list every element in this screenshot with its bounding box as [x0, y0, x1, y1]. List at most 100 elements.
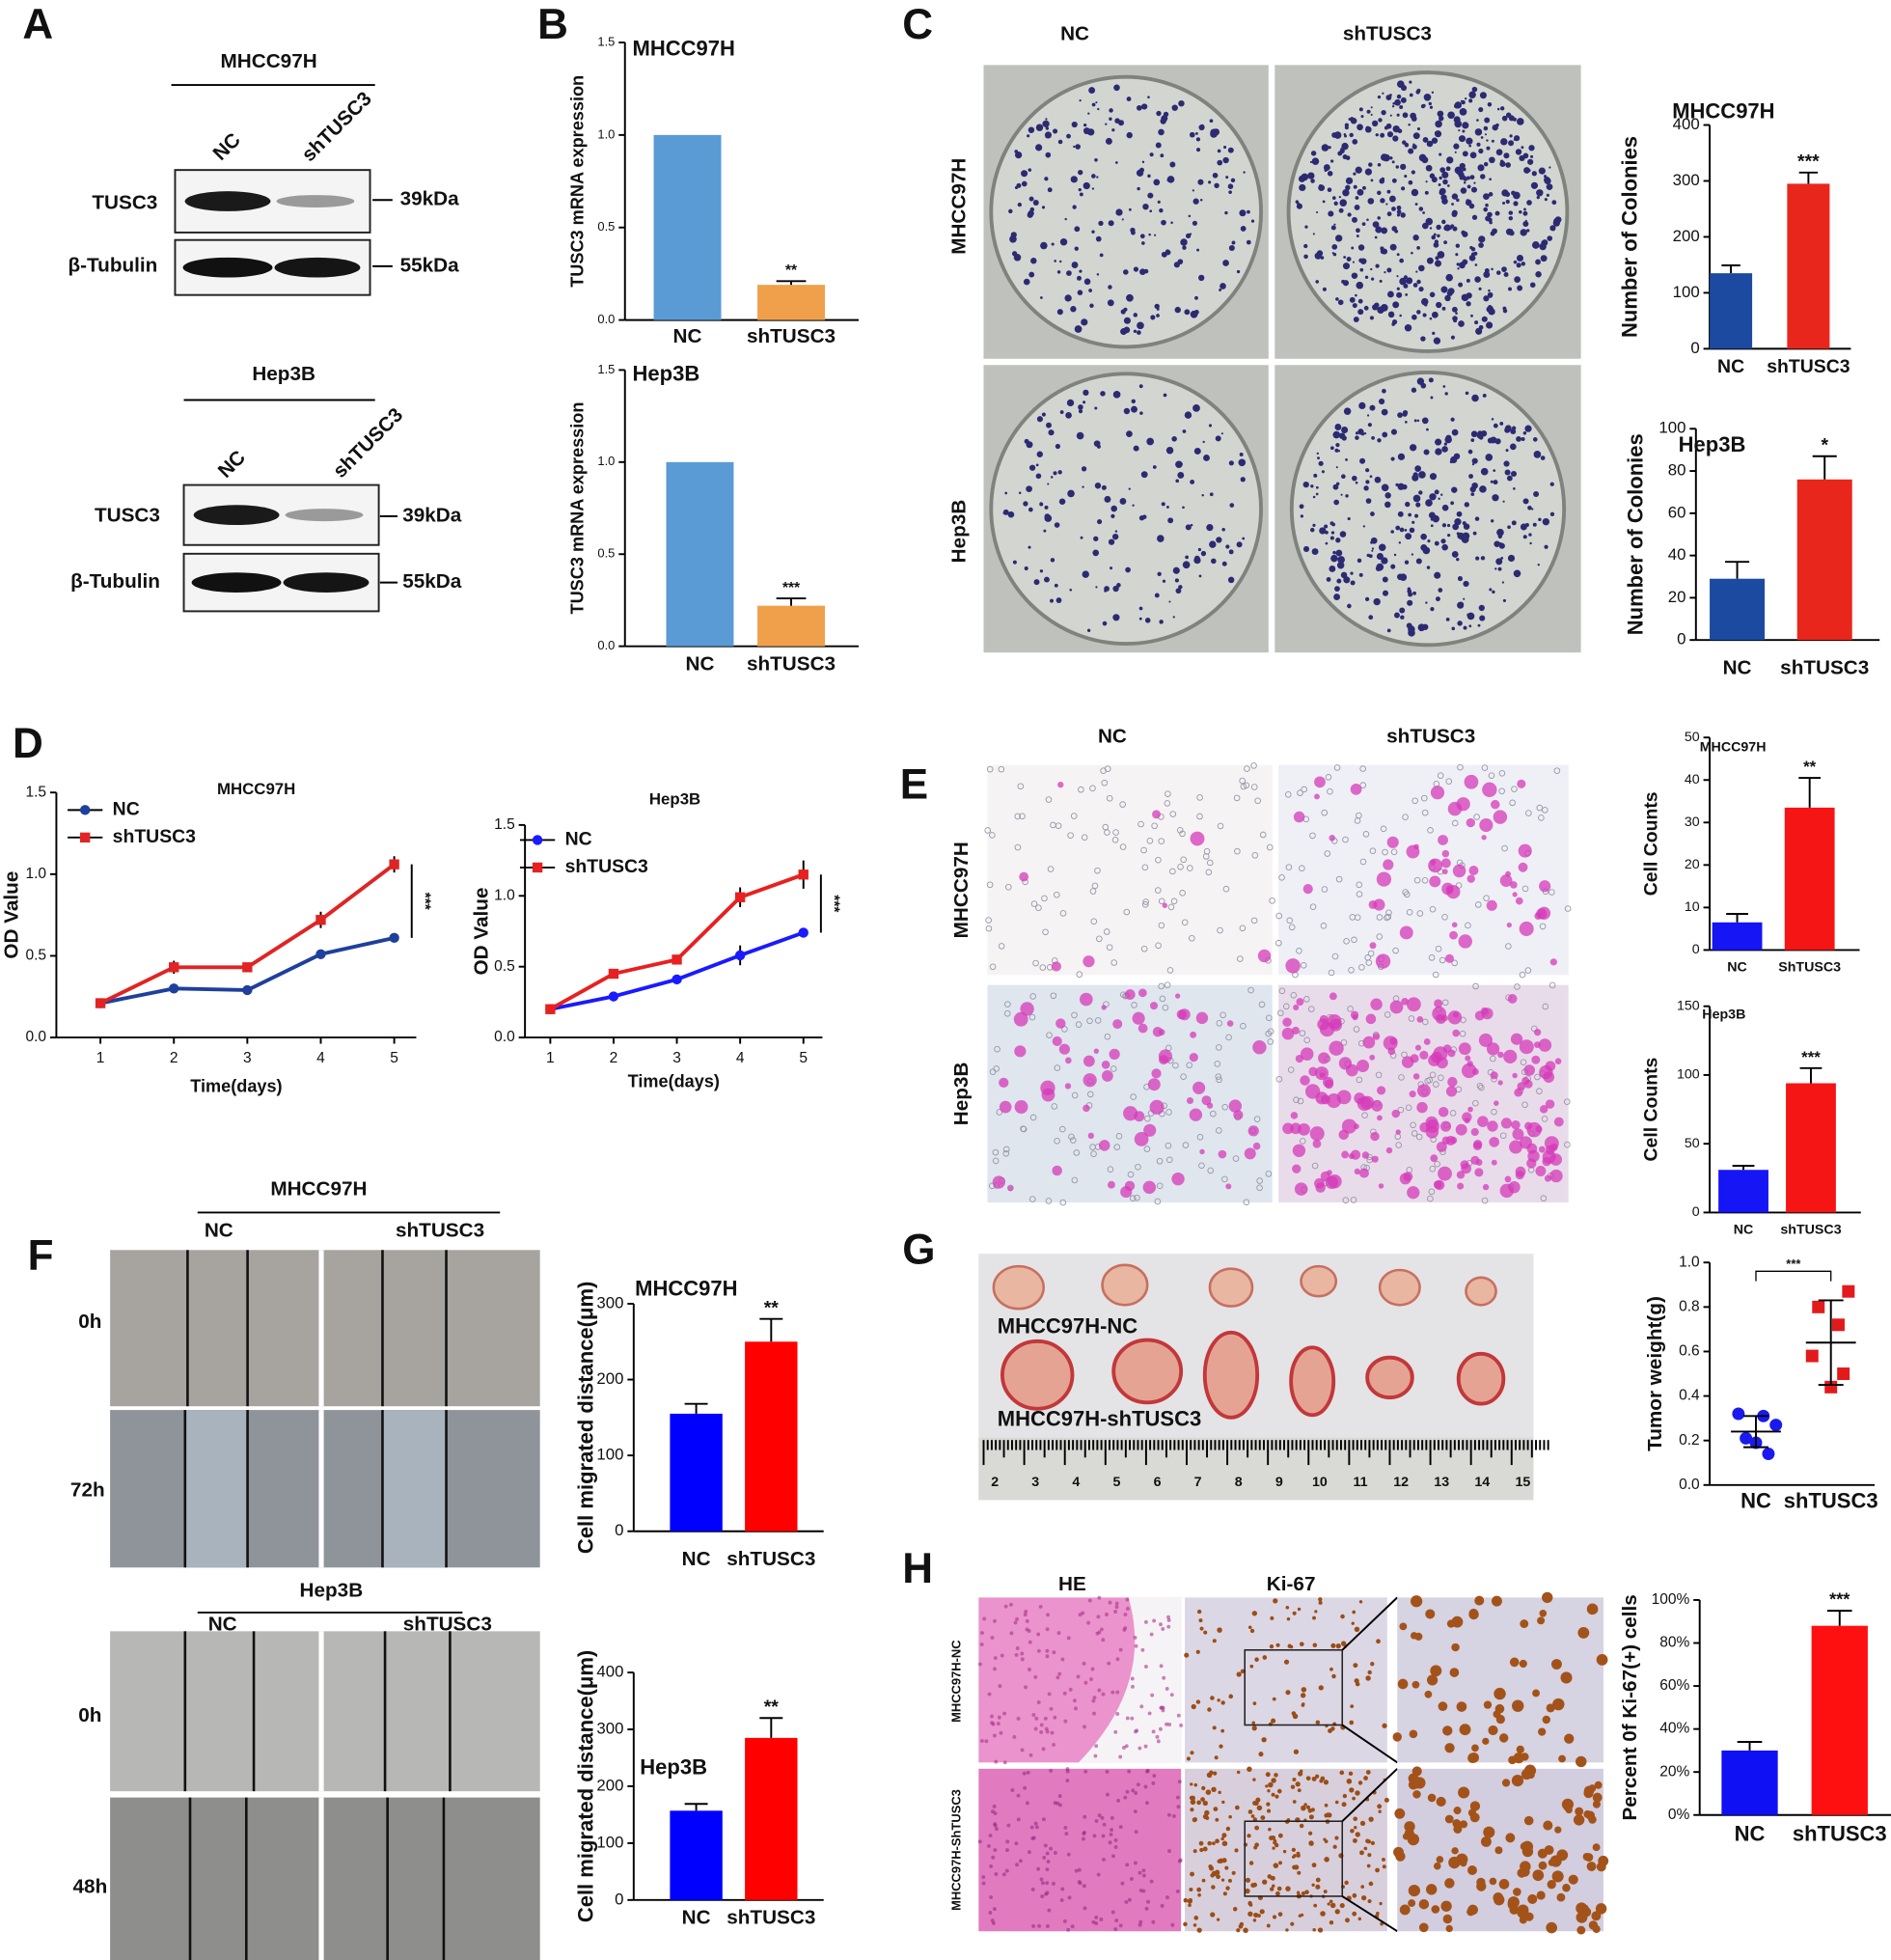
colony — [1489, 192, 1494, 197]
ki67-nucleus — [1518, 1904, 1529, 1916]
colony — [1478, 624, 1481, 627]
ki67-nucleus — [1474, 1596, 1484, 1606]
colony — [1365, 480, 1369, 483]
colony — [1210, 492, 1214, 496]
cell — [1453, 865, 1466, 878]
colony — [1443, 173, 1445, 175]
y-tick-label: 400 — [596, 1663, 623, 1681]
colony — [1505, 469, 1511, 475]
cell — [1293, 1145, 1305, 1157]
colony — [1501, 266, 1507, 272]
colony — [1078, 290, 1083, 295]
colony — [1084, 279, 1091, 286]
colony — [1435, 439, 1441, 446]
nucleus — [1066, 1770, 1070, 1774]
colony — [1370, 541, 1373, 544]
cell — [1369, 900, 1378, 909]
colony — [1410, 113, 1416, 120]
colony — [1335, 538, 1340, 542]
data-point — [389, 859, 398, 869]
data-point — [1769, 1419, 1782, 1431]
colony — [1141, 103, 1147, 109]
colony — [1500, 106, 1504, 110]
colony — [1158, 201, 1161, 204]
ki67-nucleus — [1253, 1701, 1257, 1705]
colony — [1355, 435, 1359, 440]
colony — [1029, 197, 1034, 202]
colony — [1180, 238, 1187, 245]
ki67-nucleus — [1193, 1916, 1198, 1920]
colony — [1088, 87, 1095, 94]
colony — [1521, 437, 1525, 441]
cell — [1190, 1109, 1202, 1121]
colony — [1367, 198, 1374, 205]
colony — [1466, 292, 1472, 298]
nucleus — [993, 1667, 997, 1670]
ki67-nucleus — [1557, 1893, 1566, 1902]
colony — [1408, 629, 1415, 637]
cell — [1329, 1041, 1343, 1056]
cell — [1456, 1124, 1467, 1136]
colony — [1348, 517, 1351, 520]
colony — [1435, 121, 1441, 127]
nucleus — [1102, 1693, 1106, 1697]
colony — [1539, 243, 1546, 250]
ki67-nucleus — [1329, 1899, 1333, 1903]
colony — [1171, 436, 1177, 442]
colony — [1149, 209, 1152, 212]
ki67-nucleus — [1200, 1627, 1204, 1631]
colony — [1222, 562, 1227, 566]
cell — [1554, 1118, 1564, 1127]
nucleus — [1006, 1824, 1010, 1828]
colony — [1159, 208, 1163, 212]
ki67-nucleus — [1266, 1772, 1271, 1777]
cell — [1134, 1111, 1144, 1121]
ki67-nucleus — [1414, 1633, 1422, 1641]
ki67-nucleus — [1446, 1925, 1453, 1932]
colony — [1079, 276, 1082, 279]
colony — [1478, 107, 1483, 112]
nucleus — [1170, 1693, 1174, 1697]
colony — [1462, 130, 1465, 133]
nucleus — [1091, 1920, 1095, 1924]
colony — [1177, 259, 1183, 264]
cell — [1227, 1020, 1234, 1027]
cell — [1088, 1133, 1094, 1139]
ki67-nucleus — [1527, 1771, 1535, 1779]
colony — [1225, 176, 1228, 179]
cell — [1291, 1112, 1298, 1118]
cell — [1338, 1130, 1349, 1141]
colony — [1008, 511, 1015, 518]
ki67-nucleus — [1285, 1886, 1290, 1891]
data-point — [1806, 1350, 1819, 1363]
ki67-nucleus — [1597, 1654, 1608, 1666]
category-label: NC — [686, 653, 715, 676]
colony — [1167, 179, 1170, 181]
category-label: NC — [1734, 1222, 1754, 1237]
nucleus — [1009, 1631, 1013, 1635]
cell — [1102, 1070, 1113, 1082]
ki67-nucleus — [1366, 1770, 1371, 1775]
colony — [1125, 567, 1131, 573]
colony — [1452, 193, 1458, 199]
colony — [1398, 454, 1405, 460]
colony — [1479, 485, 1487, 493]
colony — [1458, 320, 1465, 327]
nucleus — [1109, 1601, 1112, 1605]
colony — [1060, 410, 1064, 414]
colony — [1517, 286, 1522, 291]
colony — [1195, 132, 1198, 135]
colony — [1441, 220, 1445, 224]
nucleus — [1102, 1835, 1106, 1838]
colony — [1454, 518, 1461, 525]
ki67-nucleus — [1297, 1871, 1301, 1875]
colony — [1175, 480, 1179, 483]
data-point — [169, 962, 178, 972]
colony — [1360, 115, 1363, 118]
cell — [1439, 1107, 1448, 1117]
ki67-nucleus — [1452, 1819, 1461, 1828]
ki67-nucleus — [1349, 1721, 1354, 1725]
colony — [1480, 174, 1486, 179]
ki67-nucleus — [1265, 1784, 1268, 1787]
colony — [1455, 101, 1462, 108]
